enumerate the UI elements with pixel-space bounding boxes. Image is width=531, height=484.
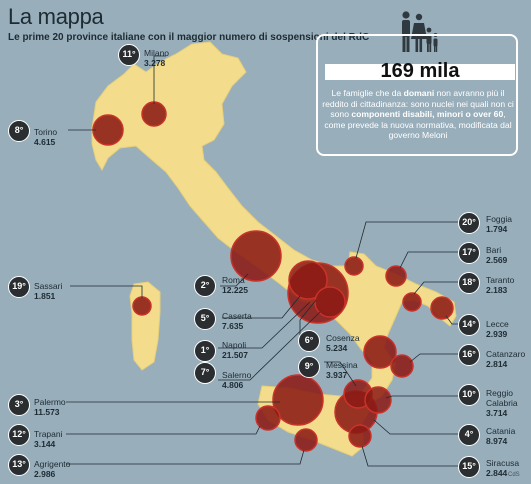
rank-badge-sassari: 19° (8, 276, 30, 298)
rank-badge-trapani: 12° (8, 424, 30, 446)
rank-badge-lecce: 14° (458, 314, 480, 336)
bubble-torino (92, 114, 124, 146)
label-agrigento: Agrigento 2.986 (34, 459, 71, 479)
family-icon (402, 11, 438, 52)
label-napoli: Napoli 21.507 (222, 340, 248, 360)
label-trapani: Trapani 3.144 (34, 429, 63, 449)
bubble-foggia (344, 256, 364, 276)
page-subtitle: Le prime 20 province italiane con il mag… (8, 32, 370, 43)
rank-badge-torino: 8° (8, 120, 30, 142)
label-bari: Bari 2.569 (486, 245, 508, 265)
bubble-agrigento (294, 428, 318, 452)
bubble-roma (230, 230, 282, 282)
page-title: La mappa (8, 4, 104, 29)
rank-badge-bari: 17° (458, 242, 480, 264)
bubble-lecce (430, 296, 454, 320)
rank-badge-caserta: 5° (194, 308, 216, 330)
mainland-italy (91, 41, 457, 405)
sardinia (129, 281, 161, 371)
label-lecce: Lecce 2.939 (486, 319, 509, 339)
label-messina: Messina 3.937 (326, 360, 358, 380)
label-taranto: Taranto 2.183 (486, 275, 515, 295)
info-box (316, 34, 518, 156)
rank-badge-catanzaro: 16° (458, 344, 480, 366)
bubble-salerno (314, 286, 346, 318)
label-caserta: Caserta 7.635 (222, 311, 252, 331)
label-salerno: Salerno 4.806 (222, 370, 252, 390)
bubble-catanzaro (390, 354, 414, 378)
label-reggio-calabria: Reggio Calabria 3.714 (486, 388, 518, 418)
bubble-palermo (272, 374, 324, 426)
leader-lines (66, 55, 460, 467)
label-catania: Catania 8.974 (486, 426, 516, 446)
rank-badge-catania: 4° (458, 424, 480, 446)
label-siracusa: Siracusa 2.844 (486, 458, 520, 478)
rank-badge-palermo: 3° (8, 394, 30, 416)
credit: CdS (508, 472, 520, 478)
label-palermo: Palermo 11.573 (34, 397, 66, 417)
headline-bar: 169 mila (325, 60, 515, 82)
label-torino: Torino 4.615 (34, 127, 58, 147)
rank-badge-napoli: 1° (194, 340, 216, 362)
headline-value: 169 mila (380, 60, 460, 82)
rank-badge-salerno: 7° (194, 362, 216, 384)
bubble-milano (141, 101, 167, 127)
rank-badge-taranto: 18° (458, 272, 480, 294)
bubble-bari (385, 265, 407, 287)
bubble-trapani (255, 405, 281, 431)
rank-badge-roma: 2° (194, 275, 216, 297)
bubble-caserta (288, 260, 328, 300)
rank-badge-agrigento: 13° (8, 454, 30, 476)
bubble-siracusa (348, 424, 372, 448)
rank-badge-siracusa: 15° (458, 456, 480, 478)
rank-badge-reggio-calabria: 10° (458, 384, 480, 406)
label-sassari: Sassari 1.851 (34, 281, 63, 301)
info-text: Le famiglie che da domani non avranno pi… (322, 88, 514, 141)
label-foggia: Foggia 1.794 (486, 214, 512, 234)
bubble-sassari (132, 296, 152, 316)
rank-badge-milano: 11° (118, 44, 140, 66)
label-cosenza: Cosenza 5.234 (326, 333, 360, 353)
bubble-taranto (402, 292, 422, 312)
rank-badge-cosenza: 6° (298, 330, 320, 352)
label-milano: Milano 3.278 (144, 48, 170, 68)
rank-badge-foggia: 20° (458, 212, 480, 234)
rank-badge-messina: 9° (298, 356, 320, 378)
label-catanzaro: Catanzaro 2.814 (486, 349, 526, 369)
label-roma: Roma 12.225 (222, 275, 248, 295)
bubble-cosenza (363, 335, 397, 369)
bubble-reggio-calabria (364, 386, 392, 414)
